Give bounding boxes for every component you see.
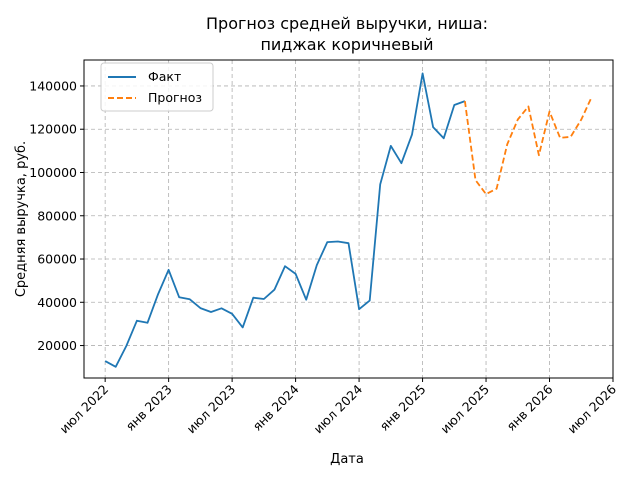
chart-title-line-2: пиджак коричневый bbox=[260, 35, 433, 54]
x-tick-label: янв 2025 bbox=[376, 382, 428, 434]
plot-frame bbox=[83, 59, 614, 379]
legend-label-fact: Факт bbox=[148, 69, 181, 84]
y-tick-label: 120000 bbox=[29, 122, 77, 137]
y-tick-label: 100000 bbox=[29, 165, 77, 180]
x-axis-label: Дата bbox=[330, 452, 364, 467]
x-tick-label: янв 2023 bbox=[123, 382, 175, 434]
series-line-forecast bbox=[464, 96, 593, 196]
y-tick-label: 140000 bbox=[29, 78, 77, 93]
x-tick-label: июл 2025 bbox=[437, 382, 492, 437]
series-line-fact bbox=[104, 72, 466, 368]
series-layer bbox=[104, 72, 593, 368]
legend: Факт Прогноз bbox=[100, 62, 214, 112]
x-tick-label: июл 2026 bbox=[564, 381, 619, 436]
y-tick-label: 80000 bbox=[37, 208, 77, 223]
x-axis-ticks: июл 2022 янв 2023 июл 2023 янв 2024 июл 2024… bbox=[57, 378, 619, 437]
chart-title-line-1: Прогноз средней выручки, ниша: bbox=[206, 14, 488, 33]
y-axis-label: Средняя выручка, руб. bbox=[14, 141, 29, 297]
y-axis-ticks: 20000 40000 60000 80000 100000 120000 140000 bbox=[29, 78, 84, 353]
y-tick-label: 60000 bbox=[37, 252, 77, 267]
x-tick-label: янв 2024 bbox=[249, 381, 301, 433]
legend-label-forecast: Прогноз bbox=[148, 90, 202, 105]
x-tick-label: июл 2022 bbox=[57, 382, 112, 437]
y-tick-label: 40000 bbox=[37, 295, 77, 310]
y-tick-label: 20000 bbox=[37, 338, 77, 353]
x-tick-label: янв 2026 bbox=[503, 381, 555, 433]
x-tick-label: июл 2023 bbox=[183, 382, 238, 437]
x-tick-label: июл 2024 bbox=[310, 381, 365, 436]
